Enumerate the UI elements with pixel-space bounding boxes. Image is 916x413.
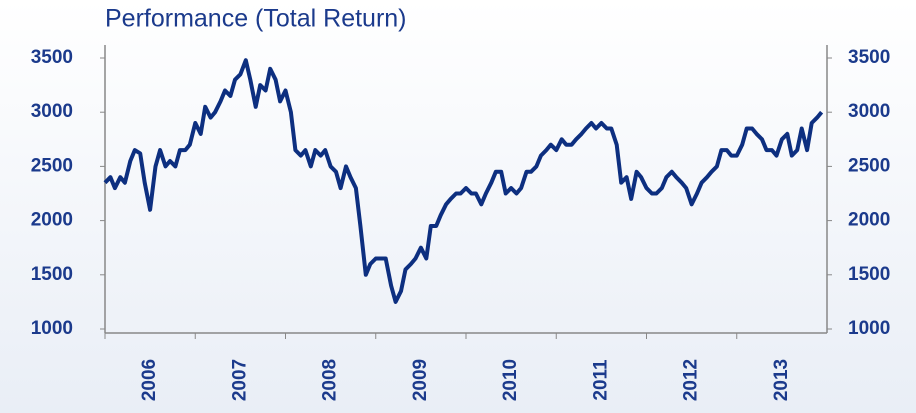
y2-tick-label: 2000 [848,210,890,231]
x-tick-label: 2009 [410,359,431,401]
line [103,58,824,304]
y2-tick-label: 2500 [848,155,890,176]
y2-tick-label: 1000 [848,318,890,339]
x-tick-label: 2011 [590,359,611,401]
x-tick-label: 2006 [139,359,160,401]
y-tick-label: 2000 [31,210,73,231]
y2-tick-label: 3500 [848,47,890,68]
x-tick-label: 2008 [320,359,341,401]
y-tick-label: 1000 [31,318,73,339]
x-tick-label: 2013 [771,359,792,401]
y2-tick-label: 1500 [848,264,890,285]
y2-tick-label: 3000 [848,101,890,122]
y-tick-label: 1500 [31,264,73,285]
chart-title: Performance (Total Return) [105,5,407,33]
x-tick-label: 2012 [681,359,702,401]
y-tick-label: 2500 [31,155,73,176]
x-tick-label: 2007 [229,359,250,401]
y-tick-label: 3000 [31,101,73,122]
x-tick-label: 2010 [500,359,521,401]
y-tick-label: 3500 [31,47,73,68]
